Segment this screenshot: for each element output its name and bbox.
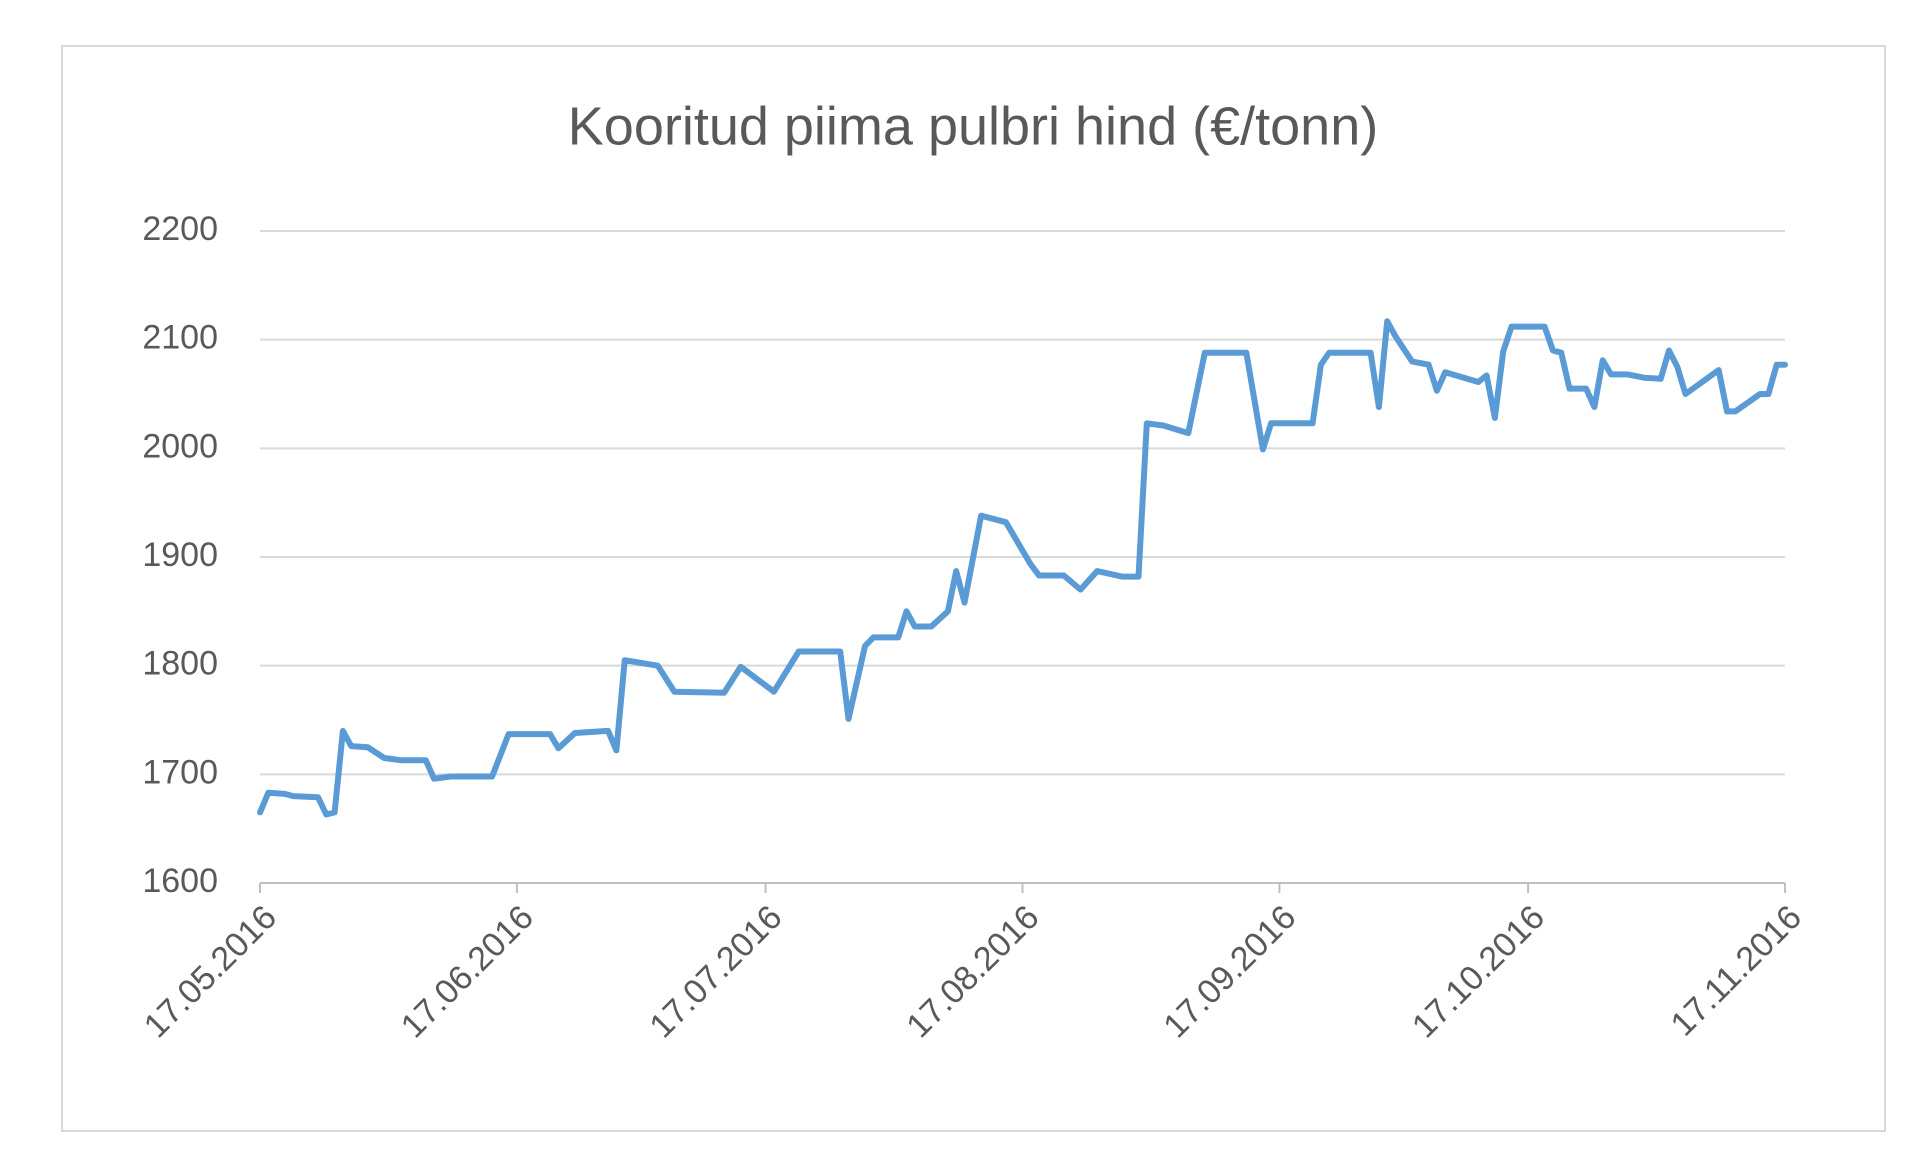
data-line <box>257 318 1788 818</box>
chart-frame <box>61 45 1886 1132</box>
y-tick-label: 1600 <box>142 862 218 900</box>
y-tick-label: 2100 <box>142 319 218 357</box>
chart-title: Kooritud piima pulbri hind (€/tonn) <box>568 96 1378 156</box>
y-tick-label: 2000 <box>142 427 218 465</box>
y-tick-label: 1900 <box>142 536 218 574</box>
y-tick-label: 2200 <box>142 210 218 248</box>
y-tick-label: 1800 <box>142 645 218 683</box>
y-tick-label: 1700 <box>142 753 218 791</box>
